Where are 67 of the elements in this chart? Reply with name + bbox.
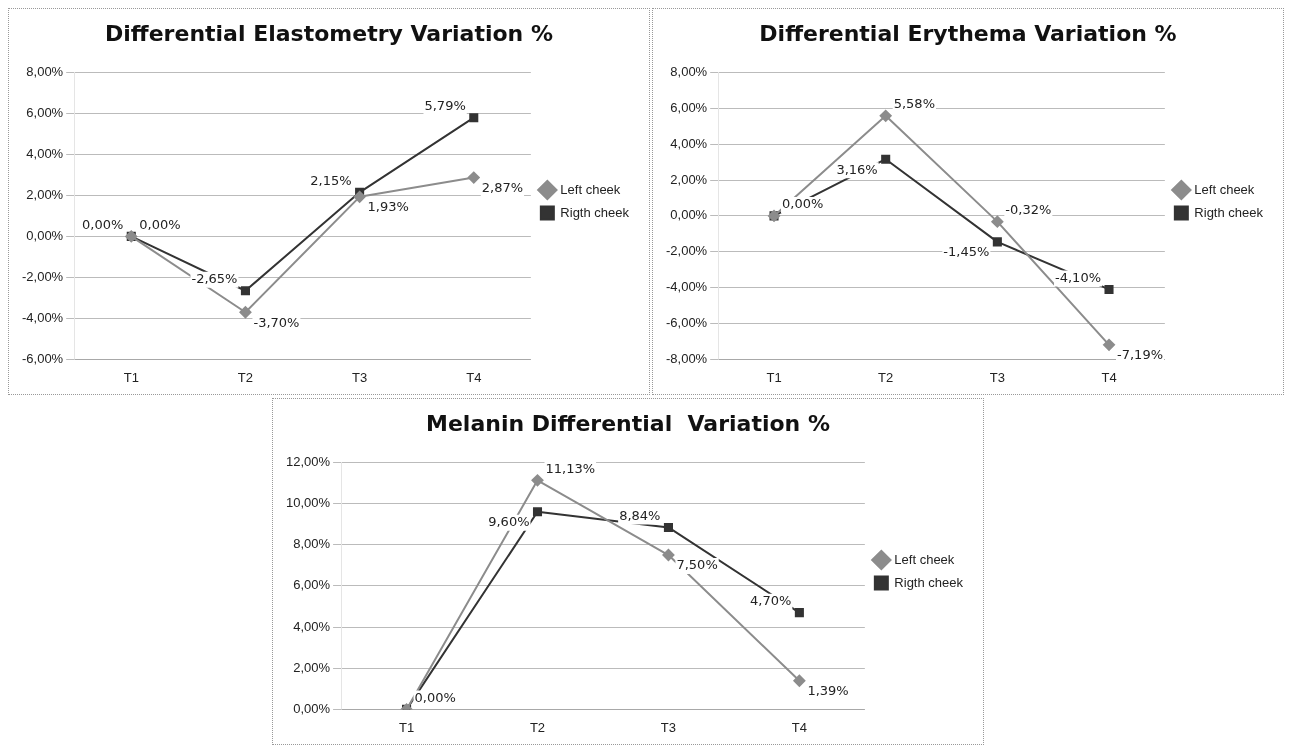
x-tick-label: T2 [529, 719, 546, 735]
data-label: 0,00% [782, 196, 824, 212]
y-tick-label: -8,00% [665, 350, 708, 366]
data-label: 3,16% [836, 161, 878, 177]
x-tick-label: T4 [466, 369, 482, 385]
data-label: 0,00% [81, 216, 124, 232]
x-tick-label: T1 [123, 369, 139, 385]
legend-label: Left cheek [894, 551, 955, 567]
y-tick-label: 0,00% [670, 207, 708, 223]
data-label: 1,39% [807, 683, 849, 699]
y-tick-label: 12,00% [286, 453, 331, 469]
data-label: 9,60% [488, 514, 530, 530]
data-label: 2,87% [481, 179, 524, 195]
x-tick-label: T3 [989, 369, 1005, 385]
y-tick-label: -4,00% [665, 279, 708, 295]
y-tick-label: 0,00% [26, 227, 64, 243]
data-label: -2,65% [191, 271, 238, 287]
legend-label: Left cheek [560, 181, 621, 197]
y-tick-label: 2,00% [26, 186, 64, 202]
chart-title: Differential Erythema Variation % [759, 20, 1177, 46]
x-tick-label: T3 [352, 369, 368, 385]
data-label: 8,84% [619, 507, 661, 523]
x-tick-label: T4 [1101, 369, 1117, 385]
x-tick-label: T2 [237, 369, 254, 385]
y-tick-label: 6,00% [26, 104, 64, 120]
y-tick-label: 8,00% [293, 536, 331, 552]
y-tick-label: -6,00% [665, 315, 708, 331]
data-label: 0,00% [414, 689, 456, 705]
y-tick-label: -4,00% [21, 309, 64, 325]
y-tick-label: 0,00% [293, 700, 331, 716]
legend-label: Rigth cheek [1194, 204, 1264, 220]
y-tick-label: 4,00% [670, 135, 708, 151]
x-tick-label: T1 [398, 719, 415, 735]
y-tick-label: -2,00% [665, 243, 708, 259]
x-tick-label: T4 [791, 719, 807, 735]
data-label: 1,93% [367, 199, 409, 215]
legend-label: Rigth cheek [894, 574, 964, 590]
y-tick-label: 8,00% [26, 63, 64, 79]
chart-title: Differential Elastometry Variation % [105, 20, 553, 46]
y-tick-label: -2,00% [21, 268, 64, 284]
y-tick-label: 6,00% [293, 577, 331, 593]
data-label: -1,45% [943, 244, 990, 260]
y-tick-label: 8,00% [670, 63, 708, 79]
y-tick-label: 4,00% [26, 145, 64, 161]
y-tick-label: 10,00% [286, 495, 331, 511]
data-label: 5,79% [424, 98, 466, 114]
y-tick-label: 2,00% [293, 659, 331, 675]
data-label: 11,13% [545, 460, 596, 476]
legend-label: Rigth cheek [560, 204, 630, 220]
y-tick-label: 4,00% [293, 618, 331, 634]
data-label: 5,58% [893, 96, 935, 112]
data-label: -0,32% [1005, 202, 1052, 218]
chart-title: Melanin Differential Variation % [426, 410, 830, 436]
data-label: -4,10% [1055, 269, 1102, 285]
x-tick-label: T1 [766, 369, 782, 385]
x-tick-label: T3 [660, 719, 677, 735]
data-label: 0,00% [139, 216, 181, 232]
y-tick-label: -6,00% [21, 350, 64, 366]
x-tick-label: T2 [878, 369, 894, 385]
data-label: 4,70% [750, 593, 792, 609]
data-label: 2,15% [310, 172, 352, 188]
legend-label: Left cheek [1194, 181, 1255, 197]
data-label: -7,19% [1117, 347, 1164, 363]
y-tick-label: 6,00% [670, 99, 708, 115]
data-label: -3,70% [253, 314, 300, 330]
data-label: 7,50% [676, 557, 718, 573]
y-tick-label: 2,00% [670, 171, 708, 187]
